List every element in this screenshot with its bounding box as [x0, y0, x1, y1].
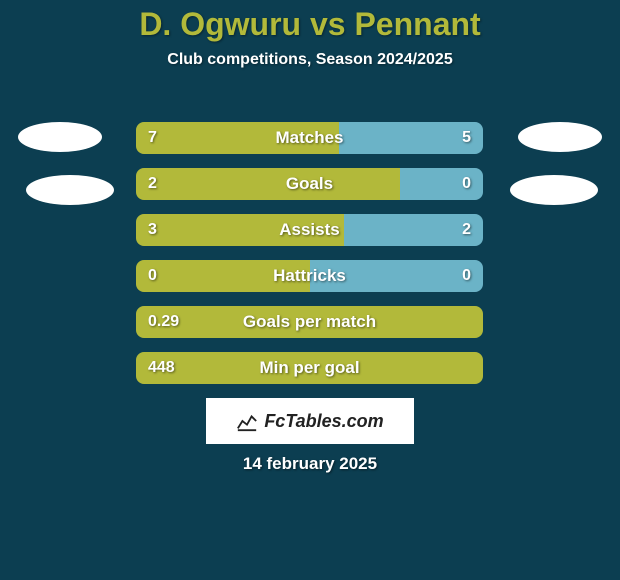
stat-value-right: 2: [462, 214, 471, 246]
stat-row: Assists3 2: [136, 214, 483, 246]
stat-row: Hattricks0 0: [136, 260, 483, 292]
stat-value-right: 0: [462, 260, 471, 292]
stat-label: Min per goal: [136, 352, 483, 384]
player-right-avatar-1: [518, 122, 602, 152]
stat-value-left: 3: [148, 214, 157, 246]
stat-value-left: 7: [148, 122, 157, 154]
player-right-avatar-2: [510, 175, 598, 205]
chart-icon: [236, 410, 258, 432]
page-title: D. Ogwuru vs Pennant: [0, 0, 620, 43]
player-left-avatar-1: [18, 122, 102, 152]
page-subtitle: Club competitions, Season 2024/2025: [0, 51, 620, 69]
stat-row: Min per goal448: [136, 352, 483, 384]
stat-value-left: 2: [148, 168, 157, 200]
stat-label: Hattricks: [136, 260, 483, 292]
stat-label: Matches: [136, 122, 483, 154]
stat-value-right: 5: [462, 122, 471, 154]
stat-row: Goals per match0.29: [136, 306, 483, 338]
stat-value-right: 0: [462, 168, 471, 200]
stats-container: Matches75Goals20Assists32Hattricks00Goal…: [136, 122, 483, 398]
stat-value-left: 0: [148, 260, 157, 292]
stat-row: Goals2 0: [136, 168, 483, 200]
stat-label: Goals: [136, 168, 483, 200]
stat-row: Matches7 5: [136, 122, 483, 154]
branding-badge: FcTables.com: [206, 398, 414, 444]
stat-label: Goals per match: [136, 306, 483, 338]
stat-value-left: 448: [148, 352, 175, 384]
player-left-avatar-2: [26, 175, 114, 205]
footer-date: 14 february 2025: [0, 454, 620, 474]
stat-label: Assists: [136, 214, 483, 246]
stat-value-left: 0.29: [148, 306, 179, 338]
branding-text: FcTables.com: [264, 411, 383, 432]
